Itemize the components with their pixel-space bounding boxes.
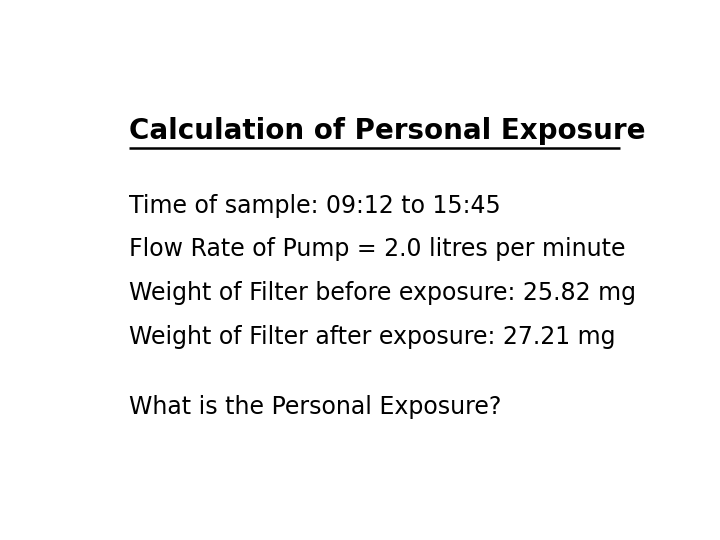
Text: Weight of Filter after exposure: 27.21 mg: Weight of Filter after exposure: 27.21 m… <box>129 325 616 349</box>
Text: Flow Rate of Pump = 2.0 litres per minute: Flow Rate of Pump = 2.0 litres per minut… <box>129 238 626 261</box>
Text: Time of sample: 09:12 to 15:45: Time of sample: 09:12 to 15:45 <box>129 194 501 218</box>
Text: Calculation of Personal Exposure: Calculation of Personal Exposure <box>129 117 646 145</box>
Text: Weight of Filter before exposure: 25.82 mg: Weight of Filter before exposure: 25.82 … <box>129 281 636 305</box>
Text: What is the Personal Exposure?: What is the Personal Exposure? <box>129 395 501 418</box>
